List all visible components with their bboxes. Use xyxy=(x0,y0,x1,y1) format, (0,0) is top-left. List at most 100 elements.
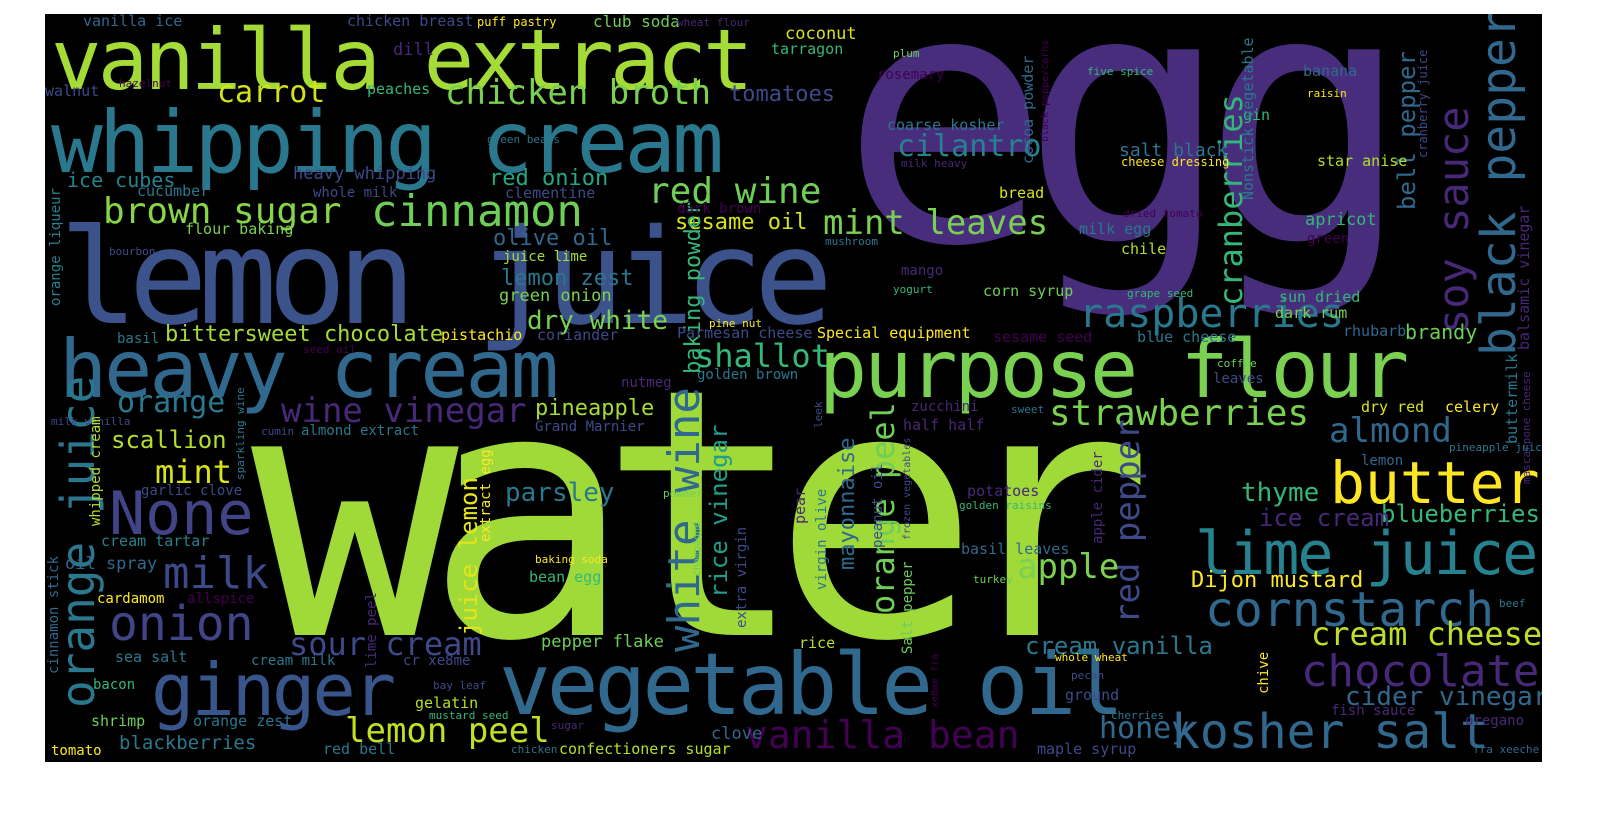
word-cream-cheese: cream cheese xyxy=(1311,615,1542,653)
word-strawberries: strawberries xyxy=(1049,393,1310,434)
word-honey: honey xyxy=(1099,711,1190,746)
word-mango: mango xyxy=(901,263,944,279)
word-leaves: leaves xyxy=(1213,371,1264,387)
word-ice-cream: ice cream xyxy=(1259,504,1390,532)
word-green: green xyxy=(1307,231,1350,247)
word-heavy-whipping: heavy whipping xyxy=(293,164,437,184)
word-mint-leaves: mint leaves xyxy=(823,203,1049,243)
word-powder: powder xyxy=(663,487,703,500)
word-cream-tartar: cream tartar xyxy=(101,532,210,550)
word-sea-salt: sea salt xyxy=(115,648,188,666)
word-sweet: sweet xyxy=(1011,403,1045,416)
word-dark-brown: dark brown xyxy=(677,201,762,217)
word-parsley: parsley xyxy=(505,478,615,508)
word-leek: leek xyxy=(812,401,825,429)
word-yogurt: yogurt xyxy=(893,283,933,296)
word-golden-raisins: golden raisins xyxy=(959,499,1052,512)
word-cider-vinegar: cider vinegar xyxy=(1345,682,1542,712)
word-chicken-broth: chicken broth xyxy=(445,73,712,113)
word-coconut: coconut xyxy=(785,24,857,44)
word-club-soda: club soda xyxy=(593,14,680,31)
word-virgin-olive: virgin olive xyxy=(814,488,830,590)
word-orange-liqueur: orange liqueur xyxy=(48,187,64,306)
word-butter: butter xyxy=(1330,449,1540,517)
word-grape-seed: grape seed xyxy=(1127,287,1194,300)
word-mushroom: mushroom xyxy=(825,235,878,248)
word-pineapple: pineapple xyxy=(535,396,655,421)
word-cranberry-juice: cranberry juice xyxy=(1416,49,1430,158)
word-star-anise: star anise xyxy=(1317,152,1408,170)
word-dry-white: dry white xyxy=(527,306,668,336)
word-peanut-oil: peanut oil xyxy=(870,463,886,548)
word-pineapple-juice: pineapple juice xyxy=(1449,441,1542,454)
word-extract-egg: extract egg xyxy=(478,449,494,542)
word-scallion: scallion xyxy=(111,426,227,454)
word-black-peppercorns: black peppercorns xyxy=(1040,39,1051,142)
word-rice-vinegar: rice vinegar xyxy=(705,424,733,598)
word-rosemary: rosemary xyxy=(877,67,945,83)
word-green-beans: green beans xyxy=(487,133,560,146)
word-tomatoes: tomatoes xyxy=(729,82,835,107)
word-xe8me-fra: xe8me fra xyxy=(930,653,941,708)
word-blueberries: blueberries xyxy=(1381,500,1540,528)
word-raisin: raisin xyxy=(1307,87,1347,100)
word-buttermilk: buttermilk xyxy=(1503,353,1521,444)
word-cinnamon-stick: cinnamon stick xyxy=(46,555,62,674)
word-rhubarb: rhubarb xyxy=(1343,322,1407,340)
word-kosher-salt: kosher salt xyxy=(1171,704,1489,760)
word-confectioners-sugar: confectioners sugar xyxy=(559,740,731,758)
word-dry-red: dry red xyxy=(1361,398,1425,416)
word-wine-vinegar: wine vinegar xyxy=(281,391,527,431)
word-chicken-breast: chicken breast xyxy=(347,14,474,30)
word-basil-leaves: basil leaves xyxy=(961,540,1070,558)
word-chicken: chicken xyxy=(511,743,558,756)
word-bread: bread xyxy=(999,184,1045,202)
word-purpose-flour: purpose flour xyxy=(819,323,1409,416)
word-cornstarch: cornstarch xyxy=(1205,582,1494,638)
word-coarse-kosher: coarse kosher xyxy=(887,116,1005,134)
word-shrimp: shrimp xyxy=(91,712,146,730)
word-frozen-vegetables: frozen vegetables xyxy=(902,437,913,540)
word-beef: beef xyxy=(1499,597,1526,610)
word-salt-black: salt black xyxy=(1119,140,1228,161)
word-basil: basil xyxy=(117,331,160,347)
word-whole-milk: whole milk xyxy=(313,185,398,201)
word-cardamom: cardamom xyxy=(97,591,165,607)
word-brown-sugar: brown sugar xyxy=(103,191,342,232)
word-blue-cheese: blue cheese xyxy=(1137,328,1237,346)
word-juice-lime: juice lime xyxy=(503,249,588,265)
word-whipped-cream: whipped cream xyxy=(88,416,104,526)
word-clementine: clementine xyxy=(505,184,596,202)
word-white-wine: white wine xyxy=(659,387,710,652)
word-salt-pepper: Salt pepper xyxy=(900,561,916,654)
word-extra-virgin: extra virgin xyxy=(734,526,750,628)
word-cilantro: cilantro xyxy=(897,129,1042,164)
word-oregano: oregano xyxy=(1465,713,1525,729)
word-carrot: carrot xyxy=(217,75,326,110)
word-olive-oil: olive oil xyxy=(493,226,613,251)
word-vegetable-oil: vegetable oil xyxy=(499,635,1124,735)
word-brandy: brandy xyxy=(1405,320,1478,344)
word-oil-spray: oil spray xyxy=(65,554,158,574)
word-lemon-juice: lemon juice xyxy=(59,201,833,355)
word-blackberries: blackberries xyxy=(119,732,257,754)
word-green-onion: green onion xyxy=(499,286,612,306)
word-mayonnaise: mayonnaise xyxy=(835,437,860,570)
word-banana: banana xyxy=(1303,62,1358,80)
word-red-pepper: red pepper xyxy=(1108,419,1148,624)
word-hazelnut: hazelnut xyxy=(119,77,172,90)
word-sun-dried: sun dried xyxy=(1279,288,1361,306)
word-onion: onion xyxy=(109,596,254,652)
word-whole-wheat: whole wheat xyxy=(1055,651,1128,664)
word-balsamic-vinegar: balsamic vinegar xyxy=(1515,205,1533,351)
word-tarragon: tarragon xyxy=(771,40,844,58)
word-coffee: coffee xyxy=(1217,357,1257,370)
word-lime-juice: lime juice xyxy=(1195,519,1538,589)
word-potatoes: potatoes xyxy=(967,482,1040,500)
word-half-half: half half xyxy=(903,416,985,434)
word-vanilla-bean: vanilla bean xyxy=(745,713,1020,757)
word-pear: pear xyxy=(791,487,809,524)
word-lime-peel: lime peel xyxy=(364,592,380,668)
word-gelatin: gelatin xyxy=(415,694,479,712)
word-turkey: turkey xyxy=(973,573,1013,586)
